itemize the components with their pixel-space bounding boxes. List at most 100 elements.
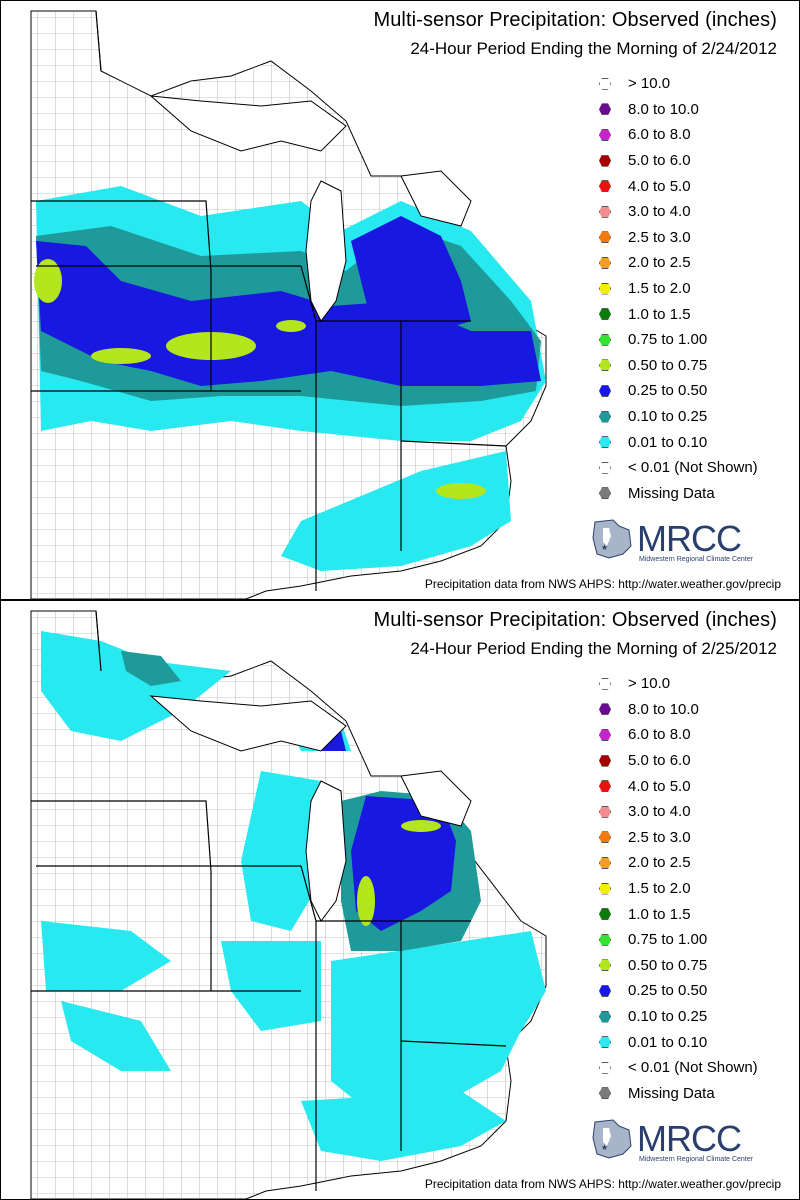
precip-heavy-band: [36, 241, 541, 386]
legend-swatch: [599, 461, 611, 474]
legend-item: 2.5 to 3.0: [599, 225, 789, 251]
map-subtitle: 24-Hour Period Ending the Morning of 2/2…: [410, 639, 777, 658]
legend-item: Missing Data: [599, 1081, 789, 1107]
legend-item: < 0.01 (Not Shown): [599, 1055, 789, 1081]
mrcc-logo: ★ MRCC Midwestern Regional Climate Cente…: [589, 516, 779, 566]
legend-swatch: [599, 333, 611, 346]
legend-label: 5.0 to 6.0: [628, 152, 691, 170]
legend: > 10.0 8.0 to 10.0 6.0 to 8.0 5.0 to 6.0…: [599, 71, 789, 506]
legend-item: 0.10 to 0.25: [599, 1004, 789, 1030]
legend-swatch: [599, 487, 611, 500]
logo-subtext: Midwestern Regional Climate Center: [639, 1156, 753, 1163]
precip-light-wi: [241, 771, 321, 931]
svg-text:★: ★: [601, 543, 608, 552]
legend-item: > 10.0: [599, 671, 789, 697]
legend-label: 6.0 to 8.0: [628, 726, 691, 744]
precip-map-panel-feb24: Multi-sensor Precipitation: Observed (in…: [0, 0, 800, 600]
legend-swatch: [599, 103, 611, 116]
legend-label: 6.0 to 8.0: [628, 126, 691, 144]
legend-item: 0.75 to 1.00: [599, 327, 789, 353]
legend-item: 1.0 to 1.5: [599, 901, 789, 927]
legend-item: 8.0 to 10.0: [599, 697, 789, 723]
legend-swatch: [599, 359, 611, 372]
precip-light-mo: [61, 1001, 171, 1071]
legend-item: 1.5 to 2.0: [599, 876, 789, 902]
lake-huron: [400, 770, 472, 827]
legend-label: 2.0 to 2.5: [628, 854, 691, 872]
legend-swatch: [599, 754, 611, 767]
legend-label: 1.0 to 1.5: [628, 905, 691, 923]
precip-peak-mi-west: [357, 876, 375, 926]
legend-swatch: [599, 831, 611, 844]
legend-swatch: [599, 308, 611, 321]
map-subtitle: 24-Hour Period Ending the Morning of 2/2…: [410, 39, 777, 58]
legend-item: 0.10 to 0.25: [599, 404, 789, 430]
mrcc-logo: ★ MRCC Midwestern Regional Climate Cente…: [589, 1116, 779, 1166]
legend-label: 0.50 to 0.75: [628, 356, 708, 374]
legend-swatch: [599, 128, 611, 141]
precip-moderate-mn: [121, 651, 181, 686]
legend-swatch: [599, 703, 611, 716]
legend-item: 1.5 to 2.0: [599, 276, 789, 302]
legend-label: > 10.0: [628, 675, 671, 693]
legend-item: 3.0 to 4.0: [599, 799, 789, 825]
lake-huron: [400, 170, 472, 227]
legend-label: Missing Data: [628, 1084, 715, 1102]
legend-item: 0.75 to 1.00: [599, 927, 789, 953]
precip-light-oh: [331, 931, 546, 1121]
great-lakes-logo-icon: ★: [592, 519, 632, 559]
legend-item: 2.0 to 2.5: [599, 850, 789, 876]
precip-peak-il: [276, 320, 306, 332]
precip-light-south: [281, 451, 511, 571]
legend-label: < 0.01 (Not Shown): [628, 459, 758, 477]
legend-swatch: [599, 1036, 611, 1049]
legend-swatch: [599, 984, 611, 997]
precip-peak-ia-west: [91, 348, 151, 364]
precip-map-feb24: [30, 10, 547, 599]
legend-label: 3.0 to 4.0: [628, 203, 691, 221]
legend-item: 0.25 to 0.50: [599, 978, 789, 1004]
legend-item: < 0.01 (Not Shown): [599, 455, 789, 481]
legend-swatch: [599, 1087, 611, 1100]
legend-swatch: [599, 677, 611, 690]
legend-item: 6.0 to 8.0: [599, 122, 789, 148]
legend-swatch: [599, 180, 611, 193]
legend-swatch: [599, 77, 611, 90]
legend-item: 0.01 to 0.10: [599, 429, 789, 455]
precip-peak-wi: [34, 259, 62, 303]
legend-label: 4.0 to 5.0: [628, 177, 691, 195]
precip-light-south: [301, 1091, 506, 1161]
legend-item: 1.0 to 1.5: [599, 301, 789, 327]
data-credit: Precipitation data from NWS AHPS: http:/…: [424, 1177, 781, 1191]
map-title: Multi-sensor Precipitation: Observed (in…: [373, 609, 777, 631]
legend-label: 2.0 to 2.5: [628, 254, 691, 272]
legend-swatch: [599, 282, 611, 295]
legend-item: 5.0 to 6.0: [599, 148, 789, 174]
legend-label: < 0.01 (Not Shown): [628, 1059, 758, 1077]
precip-heavy-mi: [351, 216, 471, 336]
legend-swatch: [599, 805, 611, 818]
legend-swatch: [599, 1061, 611, 1074]
legend-swatch: [599, 436, 611, 449]
logo-text: MRCC: [637, 1118, 742, 1159]
legend-label: 0.01 to 0.10: [628, 433, 708, 451]
precip-peak-mi-north: [401, 820, 441, 832]
legend-label: 1.5 to 2.0: [628, 280, 691, 298]
data-credit: Precipitation data from NWS AHPS: http:/…: [424, 577, 781, 591]
legend-label: 0.75 to 1.00: [628, 331, 708, 349]
legend-label: 1.5 to 2.0: [628, 880, 691, 898]
legend-swatch: [599, 231, 611, 244]
legend-label: > 10.0: [628, 75, 671, 93]
legend-swatch: [599, 410, 611, 423]
legend-label: 0.10 to 0.25: [628, 1008, 708, 1026]
legend-label: 8.0 to 10.0: [628, 100, 699, 118]
legend-label: Missing Data: [628, 484, 715, 502]
legend-swatch: [599, 384, 611, 397]
legend-item: 4.0 to 5.0: [599, 173, 789, 199]
legend-item: Missing Data: [599, 481, 789, 507]
legend-label: 0.01 to 0.10: [628, 1033, 708, 1051]
legend-item: 5.0 to 6.0: [599, 748, 789, 774]
legend-swatch: [599, 933, 611, 946]
precip-light-mn: [41, 631, 231, 741]
legend-label: 0.10 to 0.25: [628, 408, 708, 426]
